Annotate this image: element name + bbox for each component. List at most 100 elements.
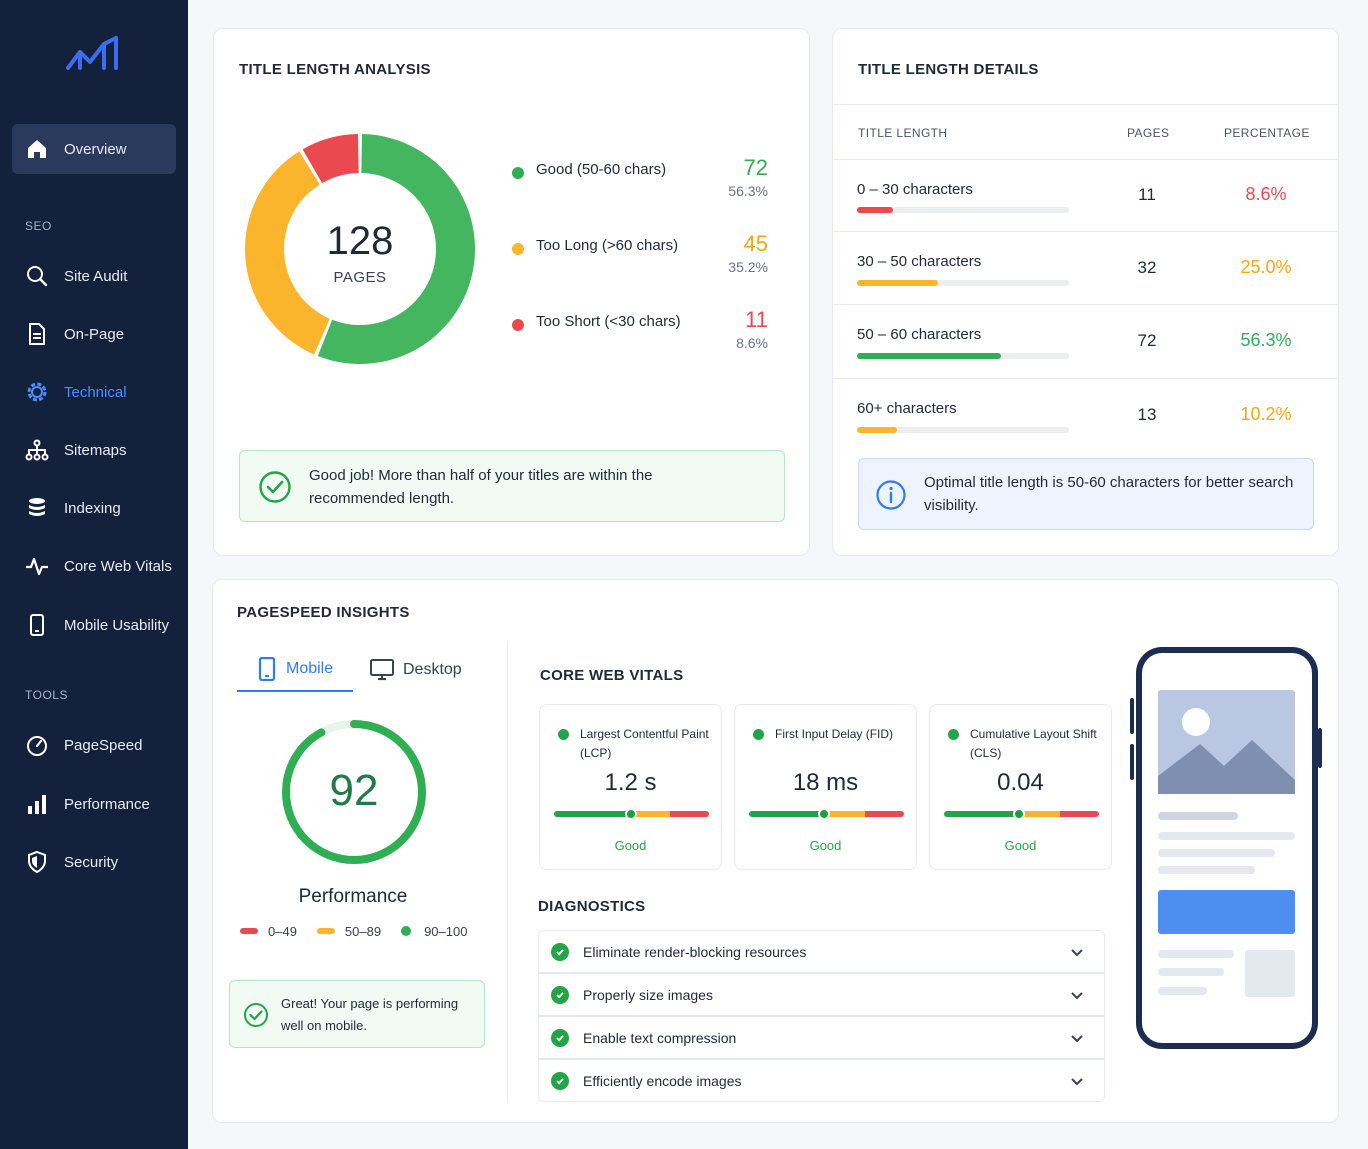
column-header-percentage: PERCENTAGE [1224,126,1310,140]
legend-label: Too Long (>60 chars) [536,237,679,254]
diagnostic-item[interactable]: Eliminate render-blocking resources [538,930,1105,973]
title-length-analysis-card: TITLE LENGTH ANALYSIS 128 PAGES Good (50… [213,28,810,556]
row-bar-fill [857,353,1002,359]
phone-icon [24,612,50,638]
diagnostic-label: Properly size images [583,986,713,1003]
legend-percent: 35.2% [728,259,768,275]
sidebar-item-core-web-vitals[interactable]: Core Web Vitals [12,541,176,591]
diagnostic-item[interactable]: Properly size images [538,973,1105,1016]
tab-desktop[interactable]: Desktop [370,648,480,692]
legend-value: 45 [743,231,768,256]
sidebar-item-overview[interactable]: Overview [12,124,176,174]
sidebar-item-label: Core Web Vitals [64,557,172,575]
search-icon [24,263,50,289]
card-title: PAGESPEED INSIGHTS [237,604,410,621]
vital-scale-bar [749,811,904,817]
sidebar-item-label: Sitemaps [64,441,127,459]
donut-segment [302,134,359,184]
vital-card-cls: Cumulative Layout Shift (CLS) 0.04 Good [929,704,1112,870]
sidebar-item-security[interactable]: Security [12,837,176,887]
range-swatch [401,926,412,936]
document-icon [24,321,50,347]
title-length-donut [245,134,476,364]
tab-mobile[interactable]: Mobile [237,648,353,692]
check-circle-icon [259,471,291,503]
card-title: TITLE LENGTH ANALYSIS [239,61,431,78]
sidebar-section-seo: SEO [25,219,52,233]
sidebar-item-label: PageSpeed [64,736,143,754]
legend-item-good: Good (50-60 chars) 72 56.3% [512,155,768,207]
donut-segment [245,151,330,355]
speedometer-icon [24,732,50,758]
legend-item-too-long: Too Long (>60 chars) 45 35.2% [512,231,768,283]
pulse-icon [24,553,50,579]
bar-chart-icon [24,791,50,817]
check-circle-icon [244,1003,268,1027]
sidebar-item-sitemaps[interactable]: Sitemaps [12,425,176,475]
divider [833,231,1338,232]
tab-label: Desktop [403,661,462,678]
row-bar-fill [857,280,938,286]
vital-status: Good [1004,838,1037,853]
core-web-vitals-title: CORE WEB VITALS [540,667,684,684]
gauge-fill [282,720,426,864]
sidebar-item-on-page[interactable]: On-Page [12,309,176,359]
status-dot [948,729,959,740]
row-bar-fill [857,427,898,433]
sidebar-item-mobile-usability[interactable]: Mobile Usability [12,600,176,650]
column-header-title-length: TITLE LENGTH [858,126,948,140]
row-bar [857,353,1069,359]
donut-segment [317,134,476,364]
legend-dot [512,319,524,331]
gear-icon [24,379,50,405]
sidebar-item-label: Mobile Usability [64,616,170,634]
legend-value: 11 [745,307,768,332]
logo-chart-icon [66,36,118,70]
phone-icon [258,657,276,681]
sidebar: Overview SEO Site Audit On-Page Technica… [0,0,188,1149]
row-percentage: 8.6% [1245,184,1287,204]
sidebar-item-label: Indexing [64,499,121,517]
sidebar-item-pagespeed[interactable]: PageSpeed [12,720,176,770]
chevron-down-icon [1071,1077,1083,1085]
diagnostic-label: Enable text compression [583,1029,737,1046]
sidebar-item-label: Technical [64,383,127,401]
card-title: TITLE LENGTH DETAILS [858,61,1039,78]
sidebar-item-indexing[interactable]: Indexing [12,483,176,533]
sidebar-item-site-audit[interactable]: Site Audit [12,251,176,301]
row-label: 30 – 50 characters [857,253,982,270]
range-label: 50–89 [344,923,382,939]
diagnostic-item[interactable]: Efficiently encode images [538,1059,1105,1102]
divider [833,378,1338,379]
divider [507,642,508,1102]
mobile-preview-illustration [1130,647,1322,1049]
home-icon [24,136,50,162]
diagnostic-label: Eliminate render-blocking resources [583,943,807,960]
donut-total: 128 [326,219,394,263]
info-message: Optimal title length is 50-60 characters… [858,458,1314,530]
row-pages: 72 [1137,331,1157,350]
legend-label: Too Short (<30 chars) [536,313,681,330]
row-bar [857,427,1069,433]
row-bar [857,207,1069,213]
check-icon [551,1071,569,1090]
range-swatch [316,928,335,934]
row-pages: 13 [1137,405,1157,424]
tab-label: Mobile [286,660,334,677]
status-dot [558,729,569,740]
sidebar-item-label: Site Audit [64,267,128,285]
diagnostics-title: DIAGNOSTICS [538,898,646,915]
sidebar-item-performance[interactable]: Performance [12,779,176,829]
row-percentage: 56.3% [1240,330,1292,350]
row-bar [857,280,1069,286]
vital-status: Good [614,838,647,853]
success-message: Good job! More than half of your titles … [239,450,785,522]
divider [833,304,1338,305]
shield-icon [24,849,50,875]
sidebar-item-technical[interactable]: Technical [12,367,176,417]
vital-value: 0.04 [997,769,1044,796]
range-label: 0–49 [268,923,297,939]
diagnostic-item[interactable]: Enable text compression [538,1016,1105,1059]
performance-score: 92 [329,766,379,815]
diagnostic-label: Efficiently encode images [583,1072,742,1089]
